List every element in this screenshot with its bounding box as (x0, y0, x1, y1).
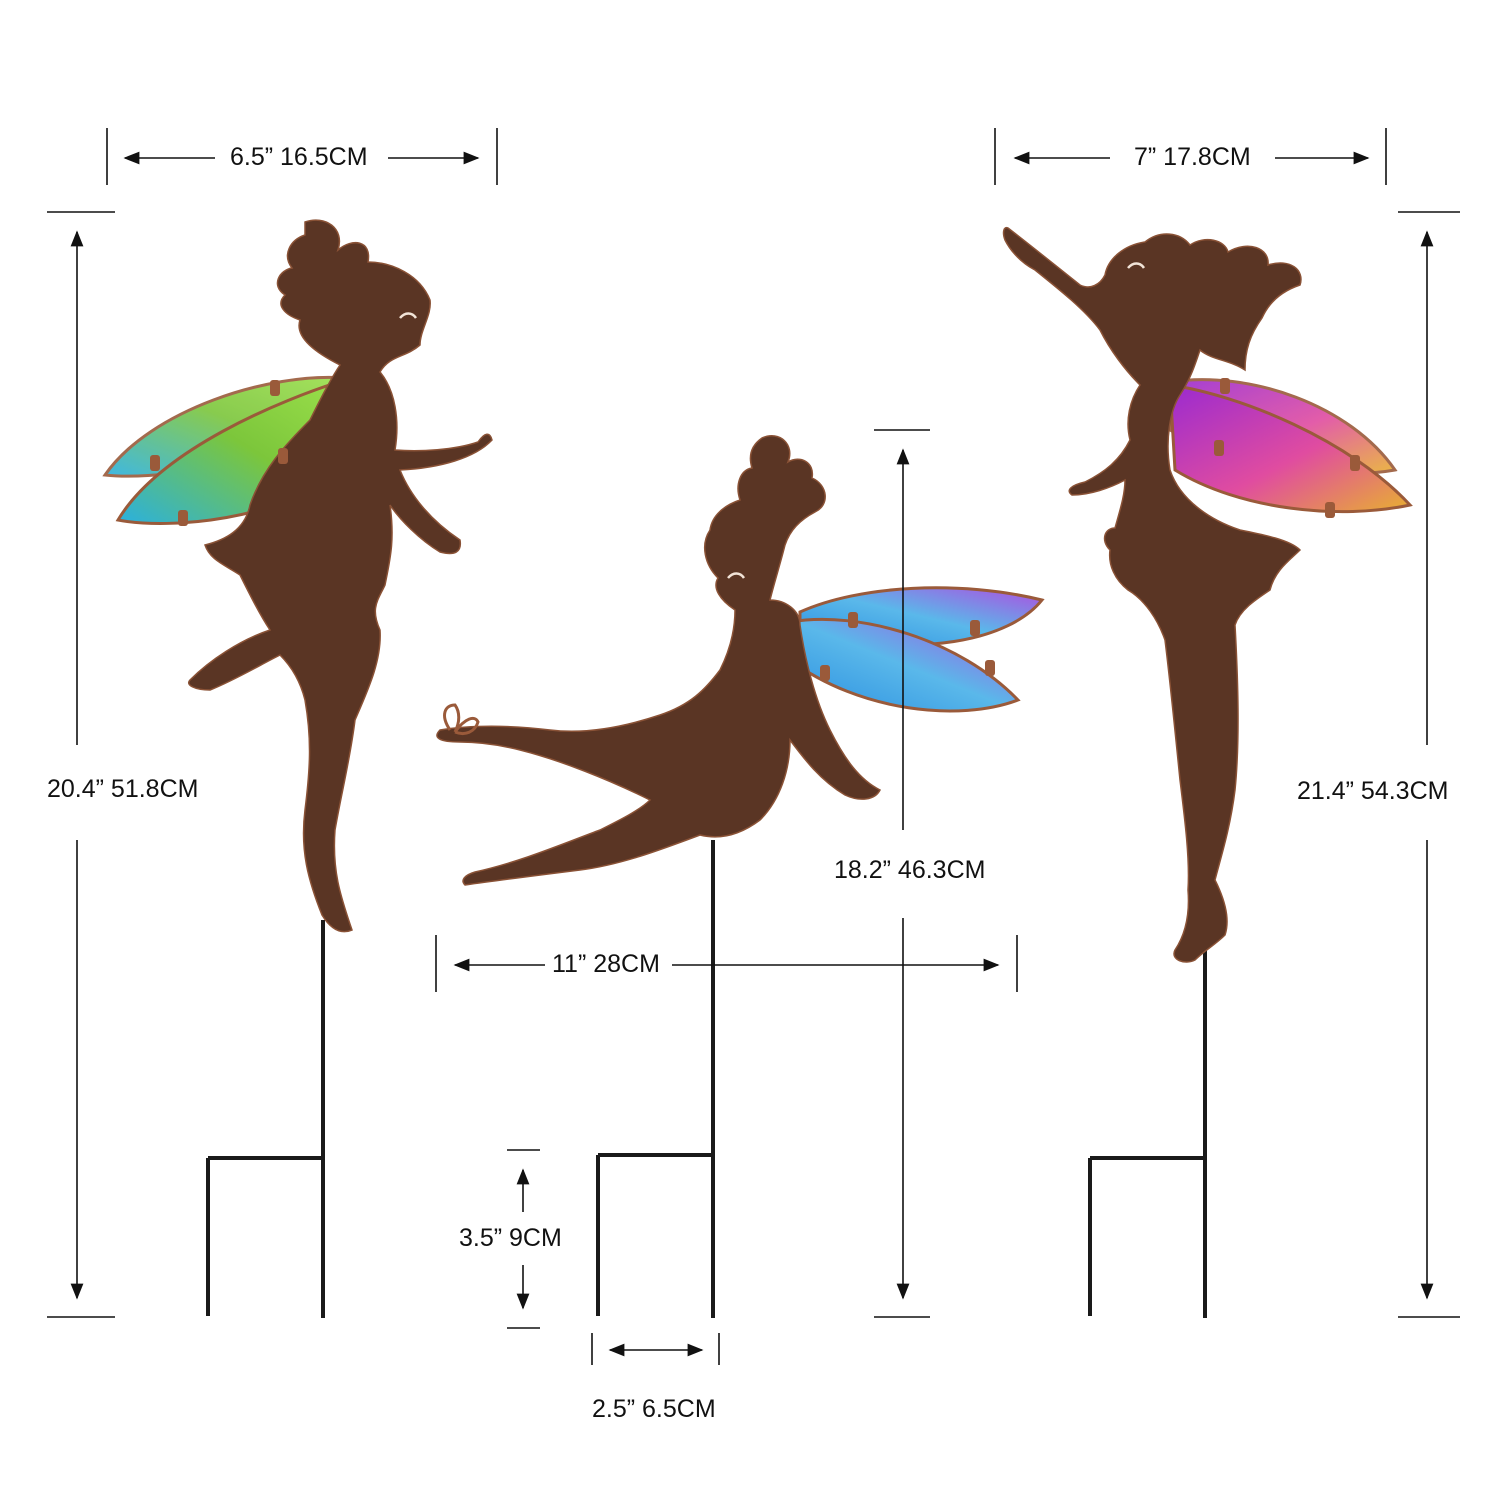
stake-spread-label: 2.5” 6.5CM (588, 1395, 720, 1424)
fairy-1-height-label: 20.4” 51.8CM (43, 775, 203, 804)
fairy-2 (436, 435, 1045, 1318)
fairy-1-stake (206, 920, 325, 1318)
fairy-2-width-label: 11” 28CM (548, 950, 664, 979)
stake-depth-label: 3.5” 9CM (455, 1224, 566, 1253)
fairy-3-width-label: 7” 17.8CM (1130, 143, 1255, 172)
fairy-3-wings (1168, 378, 1413, 514)
fairy-3-height-label: 21.4” 54.3CM (1293, 777, 1453, 806)
fairy-2-silhouette (436, 435, 882, 886)
fairy-2-wings (788, 586, 1045, 713)
fairy-1-silhouette (188, 219, 493, 933)
dimension-lines (47, 128, 1460, 1365)
fairy-3-stake (1088, 930, 1207, 1318)
fairy-3 (1002, 226, 1413, 1318)
butterfly-icon (443, 703, 480, 736)
fairy-1 (102, 219, 493, 1318)
fairy-2-height-label: 18.2” 46.3CM (830, 856, 990, 885)
fairy-2-stake (596, 840, 715, 1318)
fairy-3-silhouette (1002, 226, 1302, 963)
fairy-1-width-label: 6.5” 16.5CM (226, 143, 372, 172)
